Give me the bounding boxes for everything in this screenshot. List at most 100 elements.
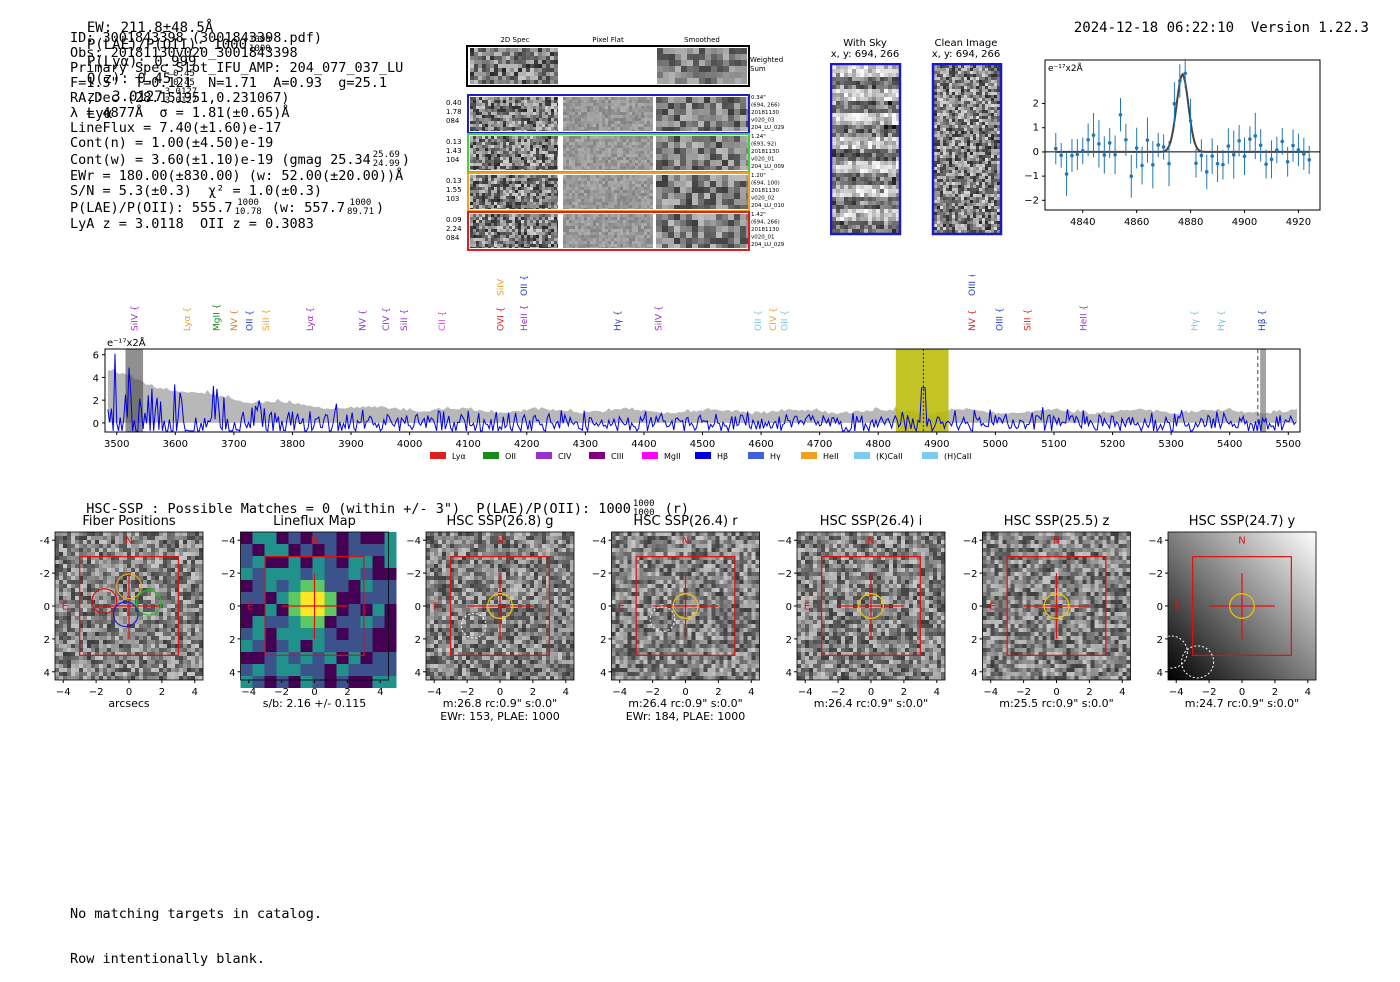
zoom-data-point xyxy=(1140,164,1144,168)
legend-label: OII xyxy=(505,452,516,461)
hsc-ytick-label: 2 xyxy=(229,635,235,646)
east-label: E xyxy=(804,601,810,612)
legend-swatch xyxy=(430,452,446,459)
emission-line-label: NV { xyxy=(968,310,978,331)
hsc-ytick-label: 2 xyxy=(971,635,977,646)
weighted-smoothed xyxy=(657,48,747,84)
footer-line1: No matching targets in catalog. xyxy=(70,907,322,922)
zoom-ytick-label: 1 xyxy=(1033,123,1039,134)
spectrum-xtick-label: 4900 xyxy=(924,439,949,450)
east-label: E xyxy=(989,601,995,612)
plae-w-lo: 89.71 xyxy=(347,207,374,217)
zoom-data-point xyxy=(1286,160,1290,164)
hsc-ytick-label: 2 xyxy=(600,635,606,646)
emission-line-label: OII { xyxy=(754,310,764,331)
fiber-pixel-flat xyxy=(563,175,653,209)
info-lineflux: LineFlux = 7.40(±1.60)e-17 xyxy=(70,121,410,136)
info-obs: Obs: 20181130v020_3001843398 xyxy=(70,46,410,61)
clean-label: Clean Image xyxy=(916,38,1016,49)
zoom-data-point xyxy=(1259,143,1263,147)
zoom-unit-label: e⁻¹⁷x2Å xyxy=(1048,62,1084,74)
east-label: E xyxy=(247,601,253,612)
timestamp-version: 2024-12-18 06:22:10 Version 1.22.3 xyxy=(1057,4,1369,36)
contw-end: ) xyxy=(402,152,410,168)
info-zvals: LyA z = 3.0118 OII z = 0.3083 xyxy=(70,217,410,232)
legend-swatch xyxy=(854,452,870,459)
plae-w: (w: 557.7 xyxy=(272,200,345,216)
hsc-xtick-label: 4 xyxy=(563,687,569,698)
zoom-data-point xyxy=(1253,134,1257,138)
fiber-smoothed xyxy=(656,136,748,170)
zoom-data-point xyxy=(1119,113,1123,117)
emission-line-label: SiIV { xyxy=(496,275,506,296)
zoom-data-point xyxy=(1162,145,1166,149)
spectrum-svg: SiIV {Lyα {MgII {NV {OII {SiII {Lyα {NV … xyxy=(60,275,1320,465)
legend-swatch xyxy=(922,452,938,459)
contw-main: Cont(w) = 3.60(±1.10)e-19 (gmag 25.34 xyxy=(70,152,371,168)
zoom-data-point xyxy=(1054,147,1058,151)
emission-line-label: Hγ { xyxy=(1191,310,1201,331)
zoom-data-point xyxy=(1302,152,1306,156)
info-radec: RA,Dec (28.151951,0.231067) xyxy=(70,91,410,106)
spectrum-ytick-label: 4 xyxy=(93,373,99,384)
zoom-data-point xyxy=(1129,174,1133,178)
zoom-data-point xyxy=(1264,162,1268,166)
zoom-data-point xyxy=(1237,139,1241,143)
hsc-ytick-label: 2 xyxy=(415,635,421,646)
zoom-data-point xyxy=(1113,153,1117,157)
emission-line-label: SiIV { xyxy=(130,305,140,331)
zoom-data-point xyxy=(1124,138,1128,142)
spec2d-col-title: 2D Spec xyxy=(500,36,529,44)
zoom-data-point xyxy=(1280,140,1284,144)
hsc-caption: m:24.7 rc:0.9" s:0.0" xyxy=(1185,697,1300,710)
spectrum-xtick-label: 4600 xyxy=(748,439,773,450)
emission-line-label: OIII { xyxy=(995,307,1005,331)
spectrum-xtick-label: 4200 xyxy=(514,439,539,450)
fiber-pixel-flat xyxy=(563,136,653,170)
legend-swatch xyxy=(642,452,658,459)
hsc-xtick-label: −4 xyxy=(1169,687,1184,698)
info-id: ID: 3001843398 (3001843398.pdf) xyxy=(70,31,410,46)
zoom-xtick-label: 4880 xyxy=(1178,217,1203,228)
spectrum-xtick-label: 3700 xyxy=(221,439,246,450)
emission-line-label: CIV { xyxy=(382,307,392,331)
zoom-data-point xyxy=(1081,149,1085,153)
emission-line-label: OIII { xyxy=(968,275,978,296)
legend-label: Hβ xyxy=(717,452,728,461)
hsc-caption: m:26.8 rc:0.9" s:0.0" xyxy=(443,697,558,710)
plae-end: ) xyxy=(376,200,384,216)
hsc-ytick-label: 4 xyxy=(1157,668,1163,679)
clean-image-title: Clean Image x, y: 694, 266 xyxy=(916,38,1016,60)
east-label: E xyxy=(433,601,439,612)
hsc-ytick-label: −4 xyxy=(221,536,236,547)
spectrum-xtick-label: 4500 xyxy=(690,439,715,450)
hsc-xtick-label: 4 xyxy=(1305,687,1311,698)
north-label: N xyxy=(496,536,503,547)
hsc-panel-title: HSC SSP(25.5) z xyxy=(1004,514,1110,529)
zoom-data-point xyxy=(1275,148,1279,152)
legend-swatch xyxy=(748,452,764,459)
hsc-panels: Fiber PositionsNE−4−4−2−2002244arcsecsLi… xyxy=(40,510,1360,729)
hsc-ytick-label: 0 xyxy=(44,602,50,613)
zoom-data-point xyxy=(1167,162,1171,166)
north-label: N xyxy=(125,536,132,547)
timestamp: 2024-12-18 06:22:10 xyxy=(1074,20,1234,36)
spectrum-ytick-label: 6 xyxy=(93,351,99,362)
legend-swatch xyxy=(695,452,711,459)
zoom-data-point xyxy=(1103,153,1107,157)
hsc-caption: arcsecs xyxy=(108,697,150,710)
hsc-xtick-label: −4 xyxy=(241,687,256,698)
zoom-data-point xyxy=(1183,72,1187,76)
legend-label: Hγ xyxy=(770,452,781,461)
hsc-xtick-label: −4 xyxy=(612,687,627,698)
zoom-data-point xyxy=(1151,163,1155,167)
hsc-xtick-label: 4 xyxy=(377,687,383,698)
hsc-ytick-label: 0 xyxy=(1157,602,1163,613)
north-label: N xyxy=(1238,536,1245,547)
version: Version 1.22.3 xyxy=(1251,20,1369,36)
